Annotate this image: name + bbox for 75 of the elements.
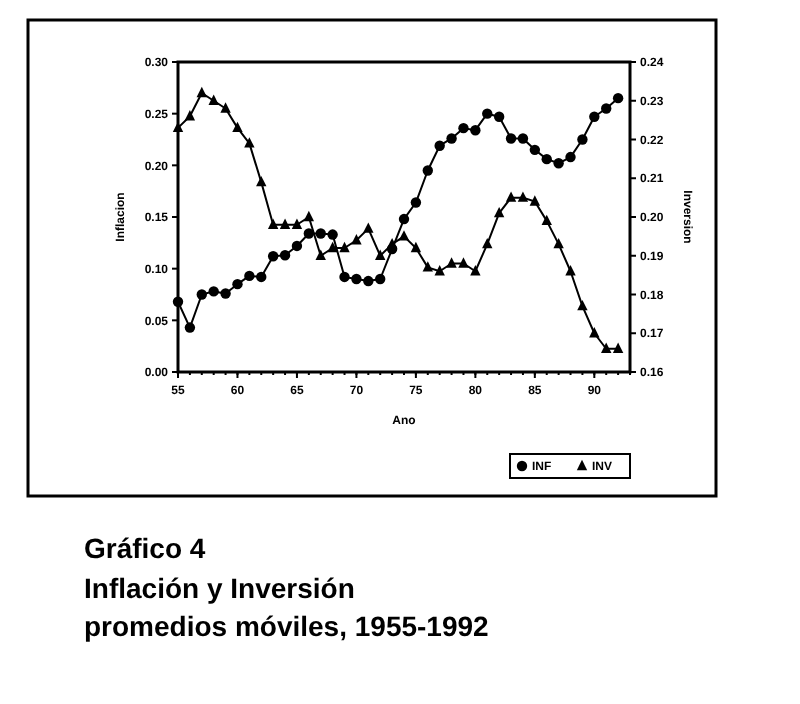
point xyxy=(434,265,445,276)
point xyxy=(363,275,374,287)
point xyxy=(220,102,231,113)
point xyxy=(208,94,219,105)
point xyxy=(446,133,457,144)
point xyxy=(279,218,291,229)
point xyxy=(589,111,600,122)
point xyxy=(458,122,469,134)
point xyxy=(220,288,231,299)
point xyxy=(553,158,564,169)
point xyxy=(529,195,541,206)
point xyxy=(482,108,493,119)
point xyxy=(244,270,255,282)
point xyxy=(541,153,552,165)
point xyxy=(434,140,445,151)
point xyxy=(612,92,624,104)
point xyxy=(184,322,196,333)
point xyxy=(493,111,505,122)
point xyxy=(482,237,493,249)
point xyxy=(565,265,576,276)
point xyxy=(291,240,303,252)
point xyxy=(267,251,279,262)
point xyxy=(256,271,267,283)
point xyxy=(327,241,338,253)
point xyxy=(244,137,255,148)
point xyxy=(541,214,552,226)
point xyxy=(351,273,362,285)
point xyxy=(386,237,398,249)
point xyxy=(505,191,517,202)
point xyxy=(196,289,207,300)
point xyxy=(589,327,600,338)
point xyxy=(422,261,433,272)
point xyxy=(601,103,612,114)
point xyxy=(398,230,410,241)
point xyxy=(529,144,541,156)
point xyxy=(339,271,350,283)
point xyxy=(196,86,207,98)
point xyxy=(601,342,612,353)
point xyxy=(517,133,529,144)
point xyxy=(612,342,624,353)
point xyxy=(458,257,469,268)
point xyxy=(363,222,374,233)
point xyxy=(327,229,338,240)
point xyxy=(577,299,588,311)
point xyxy=(398,213,410,225)
point xyxy=(232,278,243,290)
point xyxy=(339,241,350,253)
point xyxy=(505,133,517,144)
point xyxy=(375,249,386,260)
point xyxy=(351,234,362,245)
point xyxy=(493,206,505,218)
point xyxy=(422,165,433,176)
text: Inflación y Inversión promedios móviles, 1955-1992 xyxy=(84,572,490,642)
point xyxy=(172,296,184,307)
point xyxy=(208,286,219,297)
point xyxy=(303,210,315,222)
point xyxy=(446,257,457,268)
text: Gráfico 4 xyxy=(84,532,206,564)
point xyxy=(470,265,481,276)
point xyxy=(565,151,576,163)
point xyxy=(232,121,243,133)
point xyxy=(375,273,386,285)
point xyxy=(315,228,326,239)
point xyxy=(517,191,529,202)
point xyxy=(553,237,564,249)
point xyxy=(256,175,267,187)
point xyxy=(410,197,422,208)
point xyxy=(279,250,291,261)
point xyxy=(577,134,588,145)
point xyxy=(267,218,279,229)
point xyxy=(410,241,422,253)
point xyxy=(184,110,196,121)
point xyxy=(291,218,303,229)
point xyxy=(470,125,481,136)
point xyxy=(315,249,326,260)
